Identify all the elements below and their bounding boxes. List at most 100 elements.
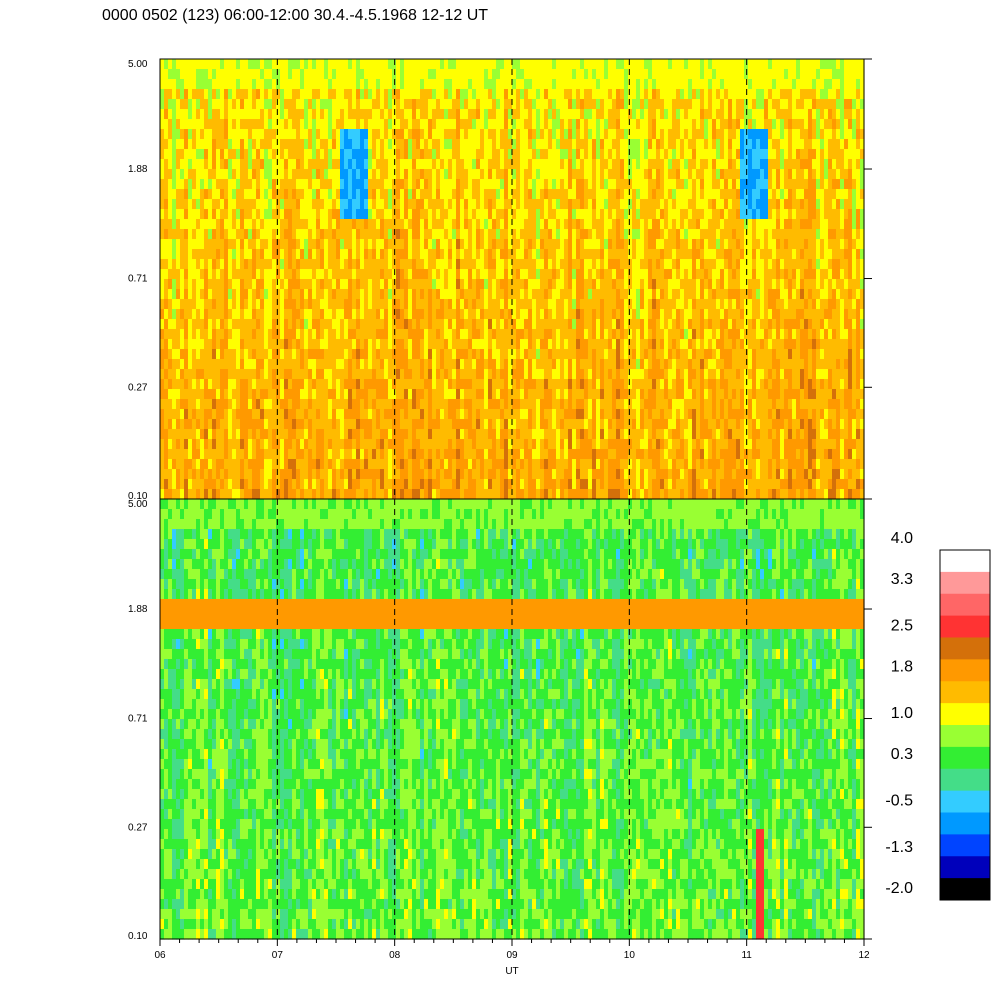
heatmap-cell: [460, 259, 465, 270]
heatmap-cell: [700, 219, 705, 230]
heatmap-cell: [704, 189, 709, 200]
heatmap-cell: [776, 319, 781, 330]
heatmap-cell: [360, 59, 365, 70]
heatmap-cell: [464, 269, 469, 280]
heatmap-cell: [176, 159, 181, 170]
heatmap-cell: [336, 259, 341, 270]
heatmap-cell: [576, 79, 581, 90]
heatmap-cell: [340, 129, 345, 140]
heatmap-cell: [608, 139, 613, 150]
heatmap-cell: [488, 69, 493, 80]
heatmap-cell: [516, 239, 521, 250]
heatmap-cell: [604, 289, 609, 300]
heatmap-cell: [800, 99, 805, 110]
heatmap-cell: [444, 289, 449, 300]
heatmap-cell: [184, 79, 189, 90]
heatmap-cell: [600, 159, 605, 170]
heatmap-cell: [676, 259, 681, 270]
heatmap-cell: [340, 339, 345, 350]
heatmap-cell: [836, 129, 841, 140]
heatmap-cell: [336, 319, 341, 330]
heatmap-cell: [248, 199, 253, 210]
heatmap-cell: [808, 179, 813, 190]
heatmap-cell: [460, 249, 465, 260]
heatmap-cell: [772, 259, 777, 270]
heatmap-cell: [420, 339, 425, 350]
heatmap-cell: [828, 189, 833, 200]
heatmap-cell: [264, 189, 269, 200]
heatmap-cell: [340, 69, 345, 80]
heatmap-cell: [404, 139, 409, 150]
heatmap-cell: [648, 129, 653, 140]
heatmap-cell: [192, 79, 197, 90]
heatmap-cell: [216, 149, 221, 160]
heatmap-cell: [188, 249, 193, 260]
heatmap-cell: [624, 289, 629, 300]
heatmap-cell: [384, 299, 389, 310]
heatmap-cell: [684, 249, 689, 260]
heatmap-cell: [632, 169, 637, 180]
heatmap-cell: [172, 89, 177, 100]
heatmap-cell: [184, 279, 189, 290]
heatmap-cell: [600, 319, 605, 330]
heatmap-cell: [452, 299, 457, 310]
heatmap-cell: [752, 109, 757, 120]
heatmap-cell: [360, 299, 365, 310]
heatmap-cell: [832, 179, 837, 190]
heatmap-cell: [556, 189, 561, 200]
heatmap-cell: [492, 269, 497, 280]
heatmap-cell: [208, 89, 213, 100]
heatmap-cell: [548, 109, 553, 120]
heatmap-cell: [672, 139, 677, 150]
heatmap-cell: [412, 319, 417, 330]
heatmap-cell: [248, 329, 253, 340]
heatmap-cell: [848, 299, 853, 310]
heatmap-cell: [728, 229, 733, 240]
heatmap-cell: [540, 129, 545, 140]
heatmap-cell: [240, 199, 245, 210]
heatmap-cell: [384, 89, 389, 100]
heatmap-cell: [820, 259, 825, 270]
heatmap-cell: [732, 69, 737, 80]
heatmap-cell: [480, 109, 485, 120]
heatmap-cell: [616, 279, 621, 290]
heatmap-cell: [764, 299, 769, 310]
heatmap-cell: [344, 69, 349, 80]
heatmap-cell: [720, 299, 725, 310]
heatmap-cell: [532, 69, 537, 80]
heatmap-cell: [836, 239, 841, 250]
heatmap-cell: [696, 209, 701, 220]
heatmap-cell: [740, 139, 745, 150]
heatmap-cell: [508, 109, 513, 120]
heatmap-cell: [268, 269, 273, 280]
heatmap-cell: [660, 99, 665, 110]
heatmap-cell: [648, 229, 653, 240]
heatmap-cell: [360, 219, 365, 230]
heatmap-cell: [492, 149, 497, 160]
heatmap-cell: [752, 89, 757, 100]
heatmap-cell: [204, 309, 209, 320]
heatmap-cell: [840, 279, 845, 290]
heatmap-cell: [520, 129, 525, 140]
heatmap-cell: [384, 119, 389, 130]
heatmap-cell: [704, 259, 709, 270]
heatmap-cell: [504, 269, 509, 280]
heatmap-cell: [440, 109, 445, 120]
heatmap-cell: [496, 149, 501, 160]
heatmap-cell: [632, 189, 637, 200]
heatmap-cell: [560, 269, 565, 280]
heatmap-cell: [256, 199, 261, 210]
heatmap-cell: [212, 269, 217, 280]
heatmap-cell: [372, 309, 377, 320]
heatmap-cell: [424, 59, 429, 70]
heatmap-cell: [196, 259, 201, 270]
heatmap-cell: [844, 199, 849, 210]
heatmap-cell: [168, 239, 173, 250]
heatmap-cell: [164, 259, 169, 270]
heatmap-cell: [172, 149, 177, 160]
heatmap-cell: [172, 239, 177, 250]
heatmap-cell: [364, 179, 369, 190]
heatmap-cell: [260, 289, 265, 300]
heatmap-cell: [180, 309, 185, 320]
heatmap-cell: [484, 239, 489, 250]
